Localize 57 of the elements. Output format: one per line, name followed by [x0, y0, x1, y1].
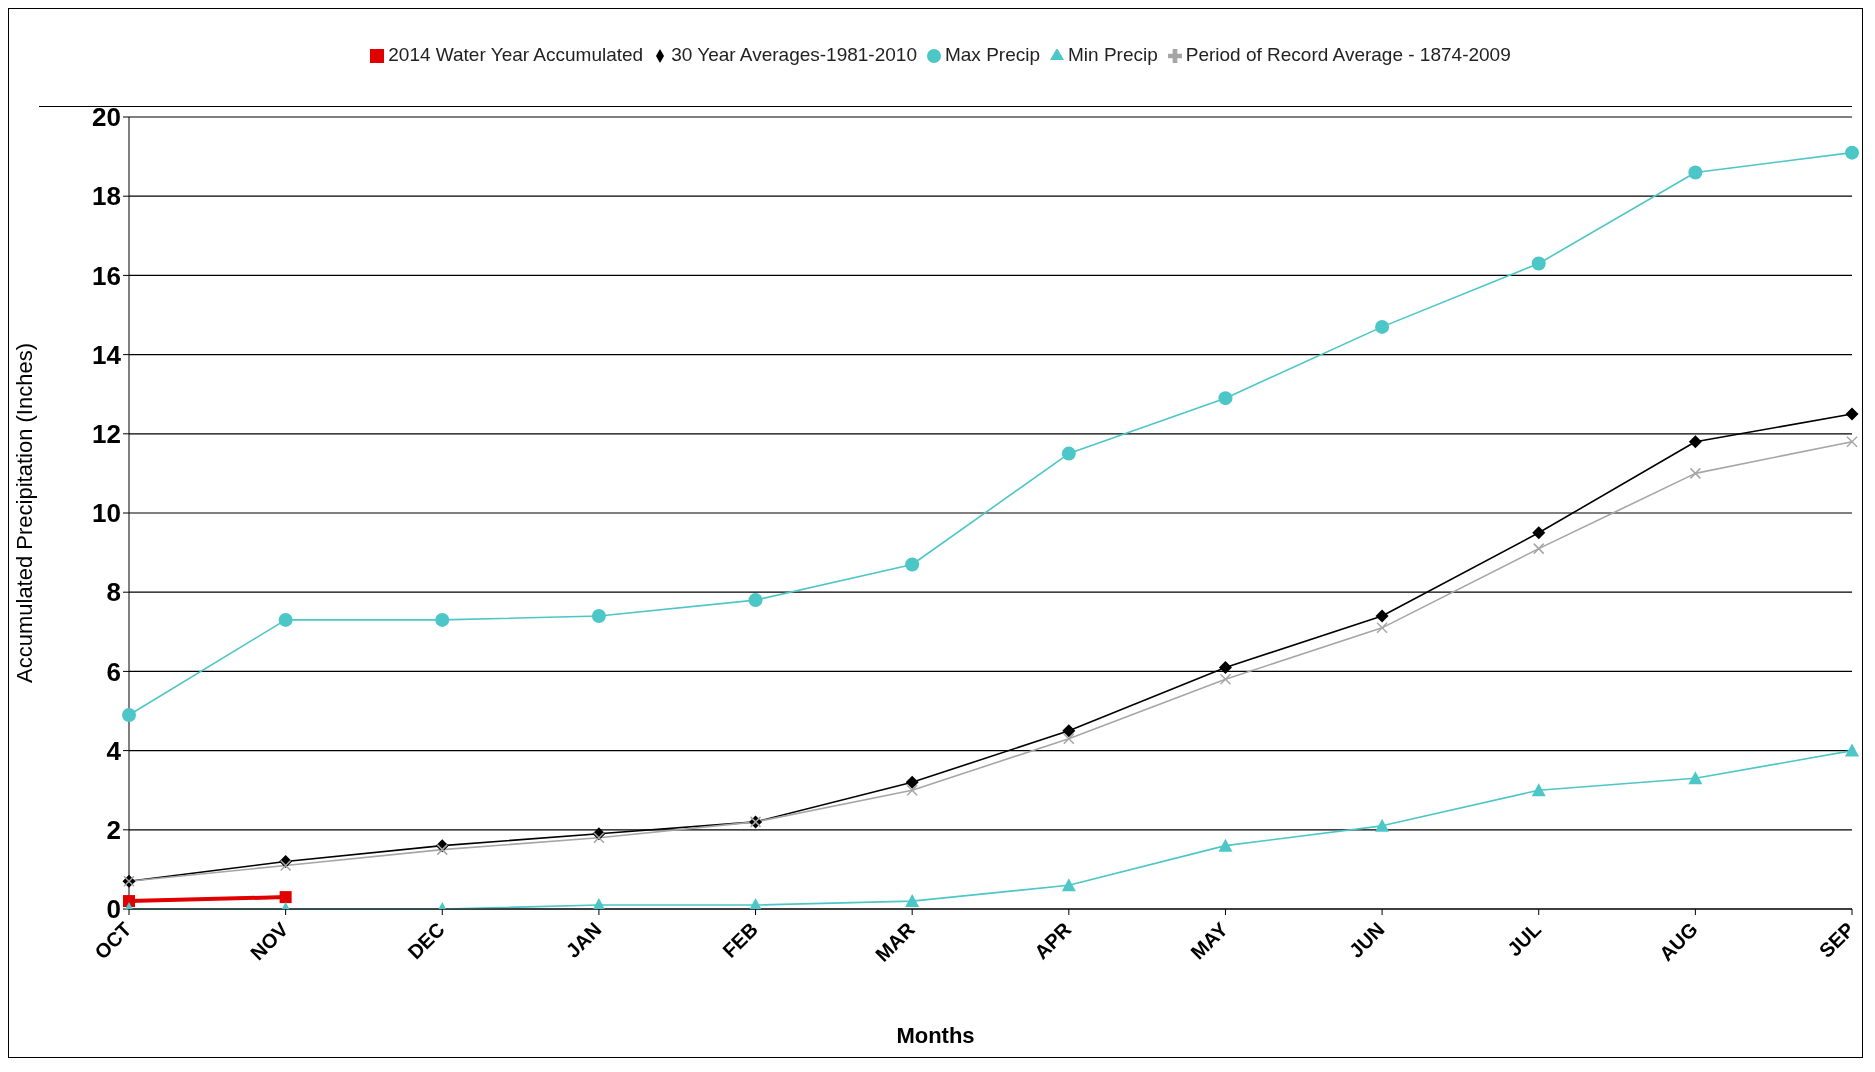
- legend-label: Period of Record Average - 1874-2009: [1185, 44, 1511, 65]
- legend-label: Min Precip: [1068, 44, 1158, 65]
- point: [1375, 319, 1390, 334]
- point: [1061, 878, 1076, 892]
- point: [1689, 467, 1702, 480]
- point: [1846, 435, 1858, 448]
- y-tick-label: 4: [106, 735, 122, 766]
- point: [122, 707, 136, 722]
- point: [905, 894, 920, 908]
- point: [591, 608, 606, 623]
- point: [1531, 256, 1546, 271]
- point: [1376, 622, 1388, 634]
- y-tick-label: 20: [92, 102, 121, 133]
- point: [1218, 391, 1233, 406]
- point: [1062, 724, 1076, 738]
- y-tick-label: 14: [92, 339, 122, 370]
- point: [1061, 446, 1076, 461]
- y-tick-label: 6: [106, 656, 121, 687]
- point: [1688, 771, 1703, 785]
- point: [1218, 660, 1232, 674]
- point: [1845, 145, 1859, 160]
- point: [1845, 407, 1859, 421]
- legend-label: 2014 Water Year Accumulated: [388, 44, 644, 65]
- x-tick-label: JUL: [1503, 918, 1546, 961]
- y-tick-label: 10: [92, 498, 121, 529]
- y-tick-label: 16: [92, 260, 121, 291]
- point: [436, 843, 449, 856]
- point: [1531, 783, 1546, 797]
- point: [905, 775, 919, 789]
- point: [435, 612, 450, 627]
- point: [1375, 818, 1390, 832]
- point: [1063, 732, 1075, 745]
- point: [1375, 609, 1389, 623]
- point: [1532, 526, 1546, 540]
- point: [123, 895, 135, 908]
- y-axis-title: Accumulated Precipitation (Inches): [11, 343, 37, 683]
- point: [1218, 838, 1233, 852]
- legend-label: Max Precip: [944, 44, 1040, 65]
- point: [905, 557, 920, 572]
- y-tick-label: 2: [106, 815, 121, 846]
- point: [279, 859, 292, 872]
- y-tick-label: 8: [106, 577, 121, 608]
- point: [1845, 743, 1859, 757]
- point: [906, 784, 918, 796]
- point: [1688, 165, 1703, 180]
- point: [278, 612, 293, 627]
- y-tick-label: 12: [92, 419, 121, 450]
- x-tick-label: SEP: [1814, 918, 1859, 962]
- point: [1688, 435, 1702, 449]
- point: [593, 831, 605, 844]
- point: [279, 891, 292, 904]
- point: [748, 593, 763, 608]
- point: [1532, 542, 1545, 555]
- y-tick-label: 18: [92, 181, 121, 212]
- point: [1219, 673, 1232, 686]
- legend-label: 30 Year Averages-1981-2010: [671, 44, 917, 65]
- x-axis-title: Months: [895, 1023, 976, 1049]
